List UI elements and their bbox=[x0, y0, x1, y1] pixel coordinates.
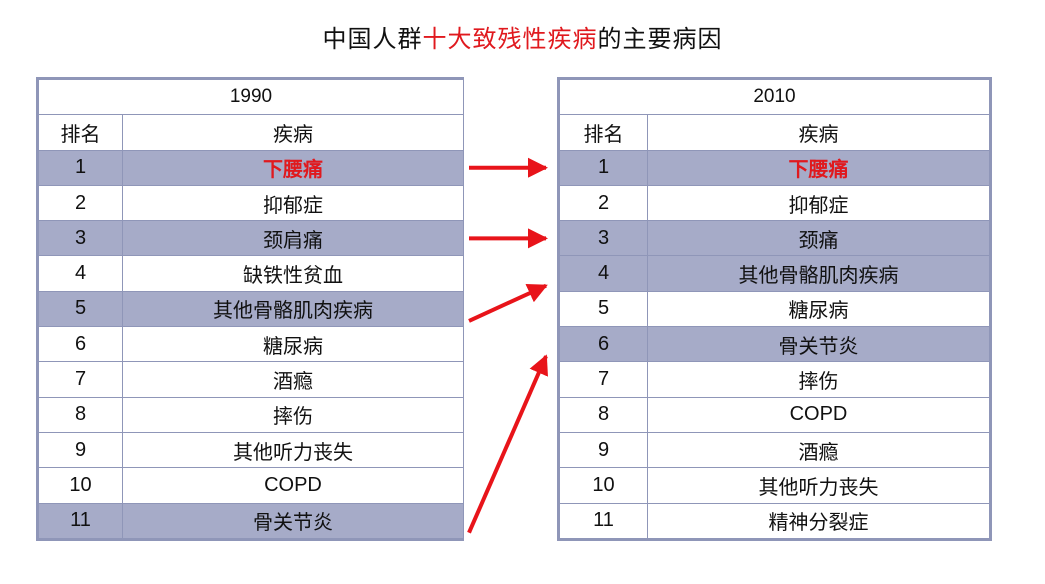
table-row: 6 糖尿病 bbox=[38, 326, 464, 363]
rank-cell: 11 bbox=[38, 502, 123, 539]
rank-cell: 10 bbox=[38, 467, 123, 504]
table-row: 10 COPD bbox=[38, 467, 464, 504]
rank-cell: 4 bbox=[38, 255, 123, 292]
rank-cell: 2 bbox=[559, 184, 648, 222]
table-row: 8 COPD bbox=[559, 396, 990, 433]
title-highlight: 十大致残性疾病 bbox=[422, 25, 598, 53]
disease-cell: 其他听力丧失 bbox=[122, 431, 464, 469]
table-row: 3 颈痛 bbox=[559, 220, 990, 257]
disease-cell: 精神分裂症 bbox=[647, 502, 990, 539]
disease-cell: 其他骨骼肌肉疾病 bbox=[647, 255, 990, 292]
ranking-table-1990: 1990 排名 疾病 1 下腰痛 2 抑郁症 3 颈肩痛 4 缺铁性贫血 5 其他骨骼肌肉疾病 6 糖尿… bbox=[38, 78, 464, 539]
rank-cell: 7 bbox=[38, 361, 123, 398]
disease-cell: 摔伤 bbox=[647, 361, 990, 398]
table-row: 5 其他骨骼肌肉疾病 bbox=[38, 290, 464, 328]
disease-cell: COPD bbox=[122, 467, 464, 504]
rank-cell: 1 bbox=[559, 149, 648, 186]
rank-cell: 5 bbox=[38, 290, 123, 328]
rank-change-arrow bbox=[468, 283, 548, 323]
disease-cell: 酒瘾 bbox=[647, 431, 990, 469]
table-body-1990: 1 下腰痛 2 抑郁症 3 颈肩痛 4 缺铁性贫血 5 其他骨骼肌肉疾病 6 糖尿病 7 酒瘾 8 摔伤 9 其他… bbox=[38, 149, 464, 539]
rank-change-arrow bbox=[467, 354, 548, 534]
table-row: 8 摔伤 bbox=[38, 396, 464, 433]
table-2010: 2010 排名 疾病 1 下腰痛 2 抑郁症 3 颈痛 4 其他骨骼肌肉疾病 5 糖尿病 6 骨关节炎 7… bbox=[557, 77, 992, 541]
disease-cell: 骨关节炎 bbox=[122, 502, 464, 539]
disease-cell: 缺铁性贫血 bbox=[122, 255, 464, 292]
page-title: 中国人群十大致残性疾病的主要病因 bbox=[0, 22, 1045, 56]
table-1990: 1990 排名 疾病 1 下腰痛 2 抑郁症 3 颈肩痛 4 缺铁性贫血 5 其他骨骼肌肉疾病 6 糖尿… bbox=[36, 77, 466, 541]
disease-cell: 其他听力丧失 bbox=[647, 467, 990, 504]
rank-cell: 3 bbox=[38, 220, 123, 257]
disease-cell: 糖尿病 bbox=[122, 326, 464, 363]
disease-cell: 颈肩痛 bbox=[122, 220, 464, 257]
rank-cell: 1 bbox=[38, 149, 123, 186]
rank-cell: 11 bbox=[559, 502, 648, 539]
table-row: 4 其他骨骼肌肉疾病 bbox=[559, 255, 990, 292]
disease-cell: 颈痛 bbox=[647, 220, 990, 257]
table-row: 11 骨关节炎 bbox=[38, 502, 464, 539]
table-row: 1 下腰痛 bbox=[559, 149, 990, 186]
table-row: 11 精神分裂症 bbox=[559, 502, 990, 539]
disease-cell: 下腰痛 bbox=[122, 149, 464, 186]
table-row: 7 摔伤 bbox=[559, 361, 990, 398]
rank-cell: 10 bbox=[559, 467, 648, 504]
rank-header: 排名 bbox=[38, 114, 123, 151]
rank-cell: 7 bbox=[559, 361, 648, 398]
rank-cell: 8 bbox=[38, 396, 123, 433]
disease-cell: 摔伤 bbox=[122, 396, 464, 433]
table-row: 3 颈肩痛 bbox=[38, 220, 464, 257]
rank-cell: 8 bbox=[559, 396, 648, 433]
title-suffix: 的主要病因 bbox=[597, 25, 723, 53]
disease-cell: COPD bbox=[647, 396, 990, 433]
table-row: 4 缺铁性贫血 bbox=[38, 255, 464, 292]
table-body-2010: 1 下腰痛 2 抑郁症 3 颈痛 4 其他骨骼肌肉疾病 5 糖尿病 6 骨关节炎 7 摔伤 8 COPD 9 酒瘾… bbox=[559, 149, 990, 539]
title-prefix: 中国人群 bbox=[322, 25, 423, 53]
ranking-table-2010: 2010 排名 疾病 1 下腰痛 2 抑郁症 3 颈痛 4 其他骨骼肌肉疾病 5 糖尿病 6 骨关节炎 7… bbox=[559, 78, 990, 539]
table-row: 1 下腰痛 bbox=[38, 149, 464, 186]
disease-cell: 其他骨骼肌肉疾病 bbox=[122, 290, 464, 328]
table-row: 10 其他听力丧失 bbox=[559, 467, 990, 504]
disease-cell: 下腰痛 bbox=[647, 149, 990, 186]
rank-header: 排名 bbox=[559, 114, 648, 151]
